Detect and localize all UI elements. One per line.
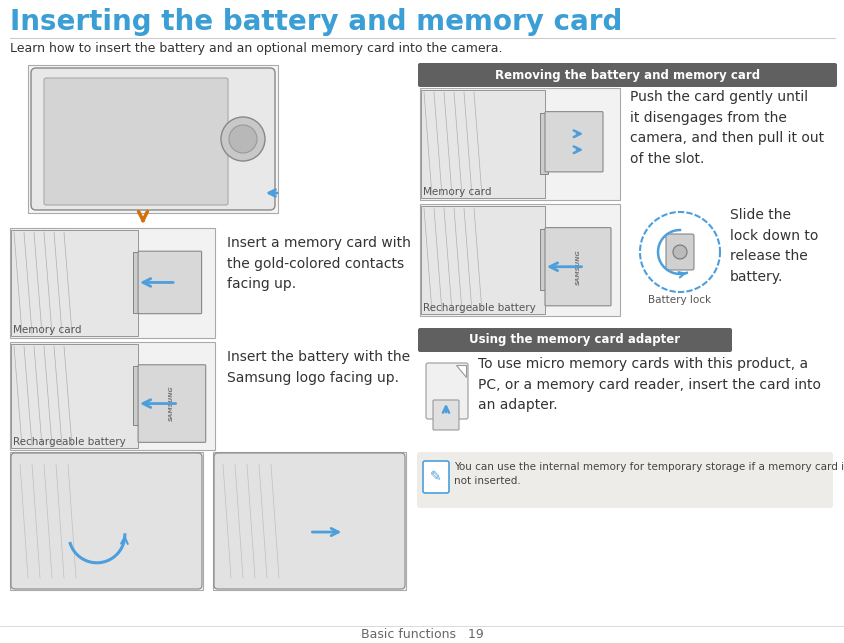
FancyBboxPatch shape [539,113,548,174]
FancyBboxPatch shape [418,328,731,352]
Text: Rechargeable battery: Rechargeable battery [423,303,535,313]
FancyBboxPatch shape [10,452,203,590]
FancyBboxPatch shape [11,344,138,448]
Text: Learn how to insert the battery and an optional memory card into the camera.: Learn how to insert the battery and an o… [10,42,502,55]
FancyBboxPatch shape [544,112,603,172]
Text: Using the memory card adapter: Using the memory card adapter [469,334,679,347]
Circle shape [672,245,686,259]
FancyBboxPatch shape [10,228,214,338]
Text: Slide the
lock down to
release the
battery.: Slide the lock down to release the batte… [729,208,817,284]
FancyBboxPatch shape [214,453,404,589]
FancyBboxPatch shape [11,453,202,589]
Text: Memory card: Memory card [423,187,491,197]
FancyBboxPatch shape [539,229,548,290]
FancyBboxPatch shape [213,452,405,590]
FancyBboxPatch shape [138,365,205,442]
FancyBboxPatch shape [31,68,274,210]
FancyBboxPatch shape [11,230,138,336]
FancyBboxPatch shape [665,234,693,270]
Text: Memory card: Memory card [13,325,81,335]
Text: Basic functions   19: Basic functions 19 [360,628,483,642]
Text: Insert the battery with the
Samsung logo facing up.: Insert the battery with the Samsung logo… [227,350,409,385]
FancyBboxPatch shape [133,252,141,312]
FancyBboxPatch shape [138,251,202,314]
FancyBboxPatch shape [419,88,619,200]
FancyBboxPatch shape [432,400,458,430]
Text: SAMSUNG: SAMSUNG [169,386,174,421]
FancyBboxPatch shape [44,78,228,205]
FancyBboxPatch shape [423,461,448,493]
Text: Removing the battery and memory card: Removing the battery and memory card [495,69,759,82]
FancyBboxPatch shape [28,65,278,213]
Text: Inserting the battery and memory card: Inserting the battery and memory card [10,8,622,36]
FancyBboxPatch shape [419,204,619,316]
Text: Rechargeable battery: Rechargeable battery [13,437,126,447]
FancyBboxPatch shape [425,363,468,419]
Text: To use micro memory cards with this product, a
PC, or a memory card reader, inse: To use micro memory cards with this prod… [478,357,820,412]
Text: Battery lock: Battery lock [647,295,711,305]
FancyBboxPatch shape [416,452,832,508]
FancyBboxPatch shape [10,342,214,450]
FancyBboxPatch shape [420,90,544,198]
FancyBboxPatch shape [544,228,610,306]
Text: SAMSUNG: SAMSUNG [575,249,580,285]
FancyBboxPatch shape [418,63,836,87]
Text: You can use the internal memory for temporary storage if a memory card is
not in: You can use the internal memory for temp… [453,462,844,486]
Text: Push the card gently until
it disengages from the
camera, and then pull it out
o: Push the card gently until it disengages… [630,90,823,166]
FancyBboxPatch shape [420,206,544,314]
Circle shape [229,125,257,153]
Circle shape [221,117,265,161]
Polygon shape [456,365,465,377]
Text: Insert a memory card with
the gold-colored contacts
facing up.: Insert a memory card with the gold-color… [227,236,410,291]
FancyBboxPatch shape [133,366,141,425]
Text: ✎: ✎ [430,470,441,484]
